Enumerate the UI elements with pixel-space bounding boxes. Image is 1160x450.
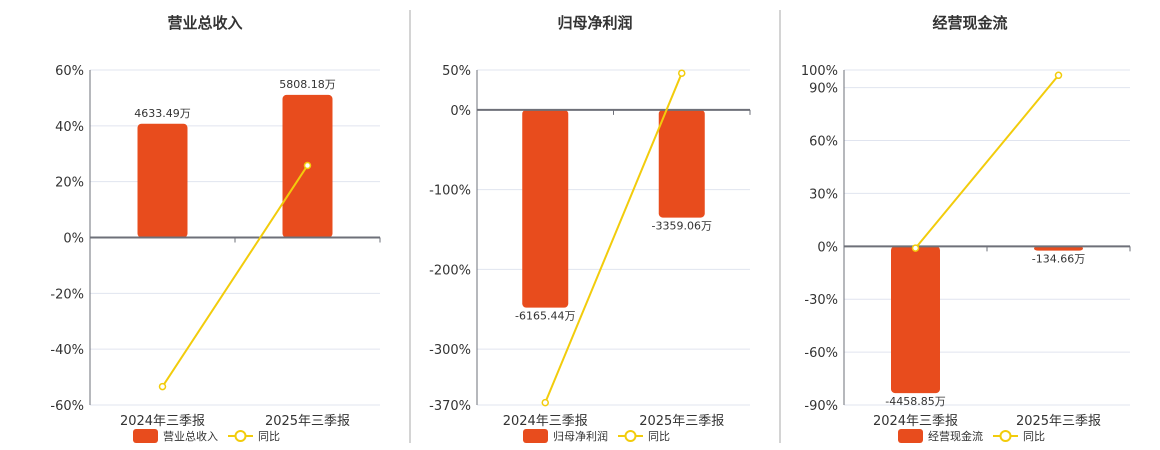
x-category-label: 2024年三季报: [120, 414, 205, 429]
chart-panel-3: 经营现金流 100% 90% 60% 30% 0% -30% -60% -90% -4458.85…: [801, 14, 1131, 443]
bar-value-label: -3359.06万: [652, 220, 712, 233]
bar: [1034, 246, 1083, 251]
y-tick-label: -60%: [50, 399, 84, 414]
yoy-point: [1054, 71, 1063, 80]
bar-value-label: -134.66万: [1032, 253, 1085, 266]
legend-line-label: 同比: [1023, 430, 1045, 443]
y-tick-label: -60%: [804, 346, 838, 361]
chart-title: 归母净利润: [557, 14, 632, 32]
chart-title: 经营现金流: [932, 14, 1007, 32]
yoy-point: [911, 244, 920, 252]
legend-line-marker: [234, 430, 247, 442]
chart-panel-1: 营业总收入 60% 40% 20% 0% -20% -40% -60% 4633.49万 5808…: [50, 14, 381, 443]
bar-value-label: -6165.44万: [515, 310, 575, 323]
y-tick-label: 50%: [442, 64, 471, 79]
y-tick-label: 30%: [809, 187, 838, 202]
y-tick-label: -40%: [50, 343, 84, 358]
y-tick-label: -300%: [429, 343, 471, 358]
legend-line-label: 同比: [648, 430, 670, 443]
y-tick-label: -20%: [50, 287, 84, 302]
legend-line-marker: [999, 430, 1012, 442]
y-tick-label: -30%: [804, 293, 838, 308]
bar: [522, 109, 569, 308]
y-tick-label: 60%: [55, 64, 84, 79]
bar-value-label: -4458.85万: [885, 395, 945, 408]
yoy-line: [161, 164, 309, 388]
yoy-line: [914, 74, 1060, 249]
y-tick-label: 20%: [55, 176, 84, 191]
x-category-label: 2024年三季报: [503, 414, 588, 429]
x-category-label: 2024年三季报: [873, 414, 958, 429]
y-tick-label: 0%: [817, 240, 838, 255]
y-tick-label: -100%: [429, 184, 471, 199]
legend-bar-label: 经营现金流: [928, 429, 983, 443]
x-category-label: 2025年三季报: [265, 414, 350, 429]
y-tick-label: 60%: [809, 135, 838, 150]
yoy-point: [303, 161, 312, 170]
bar: [658, 109, 705, 218]
yoy-point: [678, 69, 686, 77]
chart-panel-2: 归母净利润 50% 0% -100% -200% -300% -370% -6165.44万 -…: [429, 14, 751, 443]
legend-bar-label: 营业总收入: [163, 429, 218, 443]
y-tick-label: 0%: [450, 104, 471, 119]
bar: [891, 246, 940, 394]
legend-bar-swatch: [523, 429, 548, 443]
y-tick-label: 40%: [55, 120, 84, 135]
bar-value-label: 4633.49万: [134, 107, 191, 120]
y-tick-label: 100%: [801, 64, 838, 79]
bar: [137, 123, 188, 238]
legend-line-label: 同比: [258, 430, 280, 443]
yoy-point: [541, 398, 549, 407]
x-category-label: 2025年三季报: [1016, 414, 1101, 429]
legend-line-marker: [624, 430, 637, 442]
y-tick-label: -370%: [429, 399, 471, 414]
bar-value-label: 5808.18万: [279, 78, 336, 91]
y-tick-label: -90%: [804, 399, 838, 414]
yoy-point: [158, 382, 167, 391]
x-category-label: 2025年三季报: [639, 414, 724, 429]
legend-bar-swatch: [898, 429, 923, 443]
legend-bar-swatch: [133, 429, 158, 443]
legend-bar-label: 归母净利润: [553, 429, 608, 443]
y-tick-label: -200%: [429, 263, 471, 278]
chart-title: 营业总收入: [167, 14, 242, 32]
yoy-line: [544, 72, 683, 403]
y-tick-label: 0%: [63, 232, 84, 247]
y-tick-label: 90%: [809, 82, 838, 97]
